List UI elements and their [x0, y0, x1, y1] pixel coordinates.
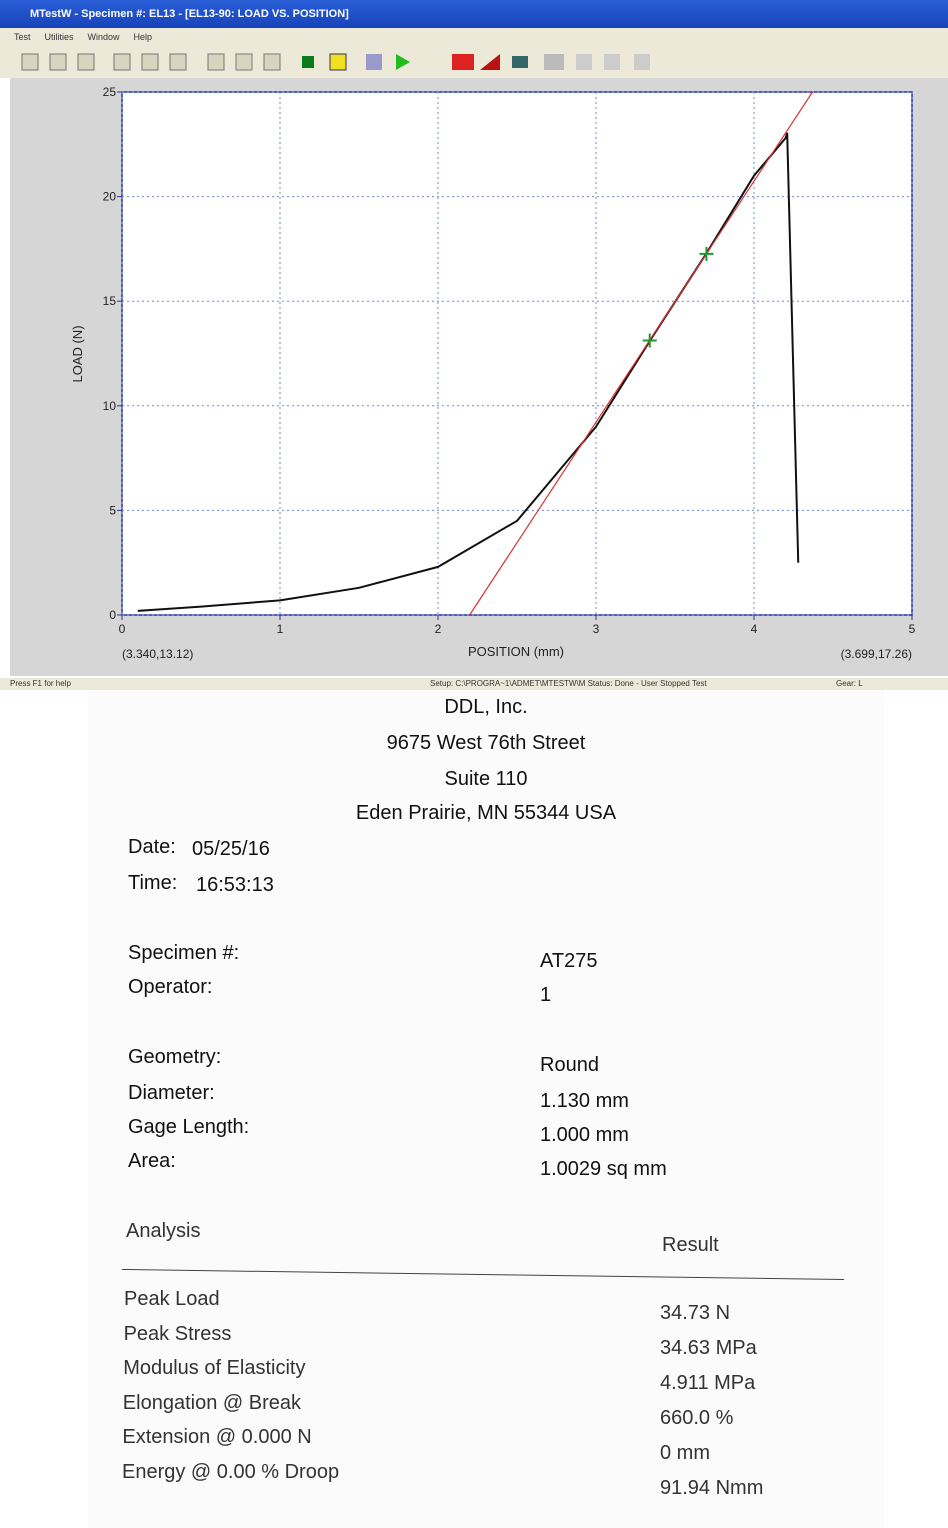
x-tick-label: 5	[909, 622, 916, 636]
field-value: 05/25/16	[192, 838, 270, 861]
analysis-name: Energy @ 0.00 % Droop	[122, 1461, 339, 1484]
x-tick-label: 1	[277, 622, 284, 636]
status-bar: Press F1 for help Setup: C:\PROGRA~1\ADM…	[0, 678, 948, 690]
status-text: Setup: C:\PROGRA~1\ADMET\MTESTW\M Status…	[430, 679, 707, 688]
menu-item[interactable]: Window	[88, 32, 120, 42]
analysis-result: 34.73 N	[660, 1302, 730, 1325]
x-tick-label: 2	[435, 622, 442, 636]
window-title: MTestW - Specimen #: EL13 - [EL13-90: LO…	[30, 8, 349, 20]
analysis-result: 91.94 Nmm	[660, 1477, 763, 1500]
field-value: 1.130 mm	[540, 1090, 629, 1113]
menu-item[interactable]: Utilities	[45, 32, 74, 42]
divider	[122, 1269, 844, 1280]
field-label: Area:	[128, 1150, 176, 1173]
field-value: Round	[540, 1054, 599, 1077]
report: DDL, Inc. 9675 West 76th Street Suite 110 E…	[88, 690, 884, 1528]
address-line: Suite 110	[88, 768, 884, 791]
y-tick-label: 25	[103, 85, 117, 99]
y-tick-label: 20	[103, 190, 117, 204]
toolbar-icons	[0, 46, 948, 78]
menu-bar: Test Utilities Window Help	[0, 28, 948, 46]
analysis-result: 4.911 MPa	[660, 1372, 755, 1395]
field-label: Operator:	[128, 976, 212, 999]
page: MTestW - Specimen #: EL13 - [EL13-90: LO…	[0, 0, 948, 1528]
status-text: Gear: L	[836, 679, 863, 688]
field-label: Diameter:	[128, 1082, 215, 1105]
x-tick-label: 0	[119, 622, 126, 636]
y-tick-label: 0	[109, 608, 116, 622]
address-line: DDL, Inc.	[88, 696, 884, 719]
menu-item[interactable]: Help	[134, 32, 153, 42]
field-label: Specimen #:	[128, 942, 239, 965]
x-axis-label: POSITION (mm)	[468, 644, 564, 659]
analysis-result: 0 mm	[660, 1442, 710, 1465]
chart: POSITION (mm) LOAD (N) (3.340,13.12) (3.…	[0, 78, 948, 678]
cursor-readout: (3.699,17.26)	[841, 647, 912, 661]
address-line: Eden Prairie, MN 55344 USA	[88, 802, 884, 825]
y-tick-label: 15	[103, 294, 117, 308]
field-value: AT275	[540, 950, 597, 973]
field-value: 1	[540, 984, 551, 1007]
field-label: Time:	[128, 872, 177, 895]
y-axis-label: LOAD (N)	[70, 325, 85, 382]
x-tick-label: 4	[751, 622, 758, 636]
menu-item[interactable]: Test	[14, 32, 31, 42]
field-label: Date:	[128, 836, 176, 859]
field-value: 1.000 mm	[540, 1124, 629, 1147]
status-text: Press F1 for help	[10, 679, 71, 688]
analysis-name: Peak Stress	[124, 1323, 232, 1346]
field-value: 1.0029 sq mm	[540, 1158, 667, 1181]
field-label: Geometry:	[128, 1046, 221, 1069]
title-bar: MTestW - Specimen #: EL13 - [EL13-90: LO…	[0, 0, 948, 28]
field-value: 16:53:13	[196, 874, 274, 897]
analysis-name: Elongation @ Break	[123, 1392, 301, 1415]
address-line: 9675 West 76th Street	[88, 732, 884, 755]
analysis-result: 660.0 %	[660, 1407, 733, 1430]
cursor-readout: (3.340,13.12)	[122, 647, 193, 661]
analysis-name: Modulus of Elasticity	[123, 1357, 305, 1380]
column-header: Result	[662, 1234, 719, 1257]
y-tick-label: 10	[103, 399, 117, 413]
field-label: Gage Length:	[128, 1116, 249, 1139]
analysis-result: 34.63 MPa	[660, 1337, 757, 1360]
column-header: Analysis	[126, 1220, 200, 1243]
analysis-name: Peak Load	[124, 1288, 220, 1311]
analysis-name: Extension @ 0.000 N	[122, 1426, 311, 1449]
y-tick-label: 5	[109, 503, 116, 517]
toolbar	[0, 46, 948, 78]
x-tick-label: 3	[593, 622, 600, 636]
